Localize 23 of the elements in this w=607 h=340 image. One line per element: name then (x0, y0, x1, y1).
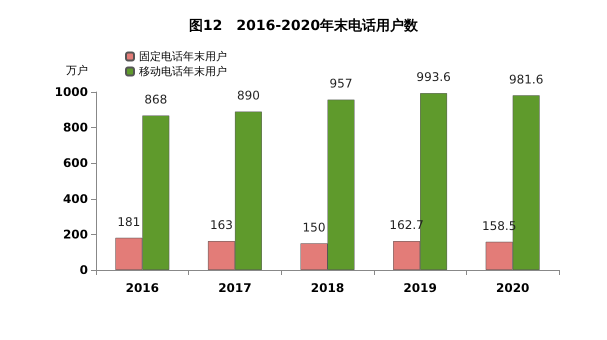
y-tick-label: 400 (62, 192, 88, 206)
data-label: 150 (302, 220, 326, 234)
y-tick-label: 0 (80, 263, 88, 277)
y-axis-title: 万户 (66, 64, 88, 77)
y-tick-label: 600 (62, 156, 88, 170)
data-label: 868 (144, 92, 168, 106)
y-tick-label: 1000 (54, 85, 88, 99)
x-tick-label: 2016 (126, 281, 160, 295)
x-tick-label: 2018 (310, 281, 344, 295)
x-tick-label: 2017 (218, 281, 252, 295)
y-tick-label: 800 (62, 120, 88, 135)
x-tick-label: 2019 (403, 281, 437, 295)
legend-label: 固定电话年末用户 (139, 50, 227, 63)
data-label: 163 (210, 218, 233, 232)
y-tick-label: 200 (62, 227, 88, 242)
data-label: 993.6 (416, 70, 451, 84)
x-tick-label: 2020 (496, 281, 530, 295)
data-label: 981.6 (509, 72, 544, 86)
data-label: 957 (330, 76, 352, 91)
data-label: 890 (236, 88, 260, 103)
legend-label: 移动电话年末用户 (139, 65, 227, 78)
data-label: 181 (117, 214, 140, 229)
chart-title: 图12 2016-2020年末电话用户数 (188, 17, 420, 34)
